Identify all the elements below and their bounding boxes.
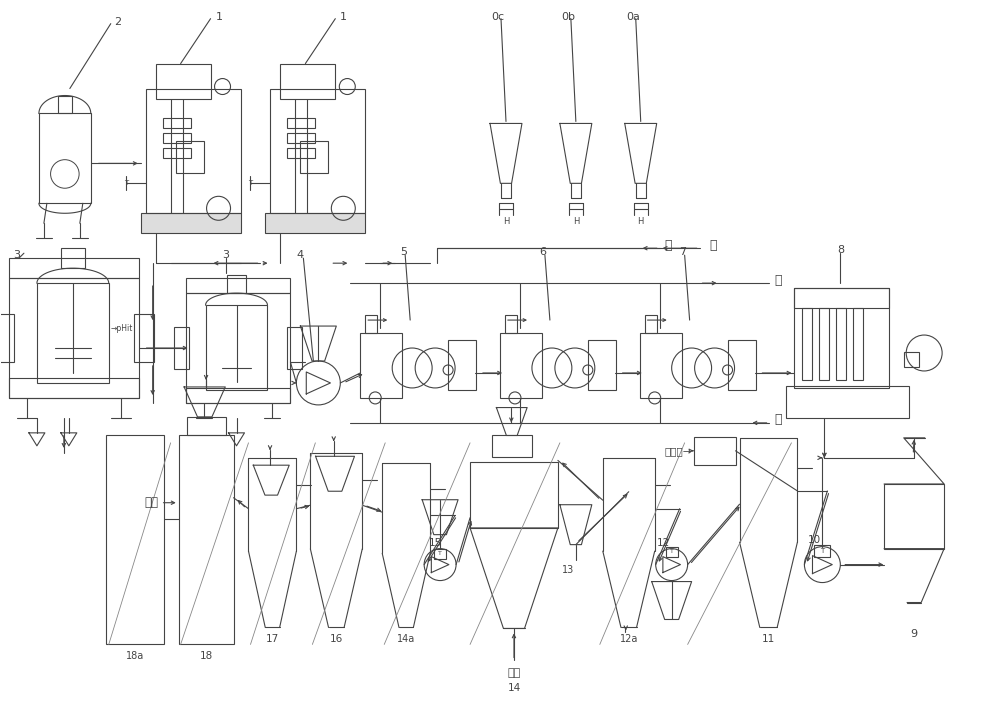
Bar	[187, 417, 226, 435]
Text: →pHit: →pHit	[111, 324, 133, 332]
Bar	[814, 545, 830, 557]
Bar	[9, 378, 139, 398]
Bar	[9, 278, 139, 398]
Text: H: H	[638, 217, 644, 226]
Bar	[694, 437, 736, 465]
Bar	[300, 141, 328, 173]
Bar	[794, 288, 889, 308]
Bar	[287, 327, 302, 369]
Text: 4: 4	[297, 250, 304, 260]
Text: T: T	[438, 551, 442, 556]
Bar	[287, 133, 315, 143]
Text: 水: 水	[665, 239, 672, 252]
Bar	[265, 213, 365, 233]
Text: 13: 13	[562, 565, 574, 575]
Text: 1: 1	[216, 11, 223, 21]
Text: 16: 16	[330, 635, 343, 645]
Bar	[287, 118, 315, 128]
Text: 5: 5	[400, 247, 407, 257]
Text: H: H	[503, 217, 509, 226]
Text: 0a: 0a	[626, 11, 640, 21]
Text: 3: 3	[222, 250, 229, 260]
Bar	[134, 314, 154, 362]
Bar	[176, 141, 204, 173]
Bar	[39, 113, 91, 203]
Bar	[37, 283, 109, 383]
Text: T: T	[670, 549, 674, 554]
Text: 6: 6	[539, 247, 546, 257]
Bar	[179, 435, 234, 645]
Bar	[365, 315, 377, 333]
Bar	[61, 248, 85, 268]
Bar	[146, 88, 241, 213]
Bar	[163, 118, 191, 128]
Bar	[163, 148, 191, 158]
Text: 10: 10	[808, 535, 821, 545]
Text: 14: 14	[507, 683, 521, 693]
Text: 1: 1	[340, 11, 347, 21]
Bar	[786, 386, 909, 418]
Text: 2: 2	[114, 16, 121, 26]
Bar	[470, 463, 558, 528]
Bar	[156, 63, 211, 98]
Bar	[448, 340, 476, 390]
Bar	[9, 258, 139, 278]
Bar	[819, 308, 829, 380]
Text: 11: 11	[762, 635, 775, 645]
Text: 8: 8	[837, 245, 844, 255]
Bar	[106, 435, 164, 645]
Text: 7: 7	[679, 247, 686, 257]
Bar	[853, 308, 863, 380]
Bar	[588, 340, 616, 390]
Text: 0b: 0b	[561, 11, 575, 21]
Bar	[280, 63, 335, 98]
Bar	[794, 288, 889, 388]
Bar	[802, 308, 812, 380]
Text: 12a: 12a	[620, 635, 638, 645]
Text: 18: 18	[199, 652, 213, 662]
Bar	[0, 314, 14, 362]
Bar	[884, 484, 944, 548]
Text: T: T	[248, 180, 253, 186]
Bar	[360, 333, 402, 398]
Bar	[666, 547, 678, 557]
Bar	[163, 133, 191, 143]
Text: H: H	[573, 217, 579, 226]
Bar	[174, 327, 189, 369]
Text: 产品: 产品	[145, 496, 159, 509]
Bar	[434, 548, 446, 558]
Bar	[227, 275, 246, 293]
Bar	[492, 436, 532, 458]
Bar	[645, 315, 657, 333]
Bar	[186, 293, 290, 403]
Text: 14a: 14a	[397, 635, 415, 645]
Bar	[186, 388, 290, 403]
Bar	[728, 340, 756, 390]
Bar	[206, 305, 267, 390]
Text: 水: 水	[774, 414, 782, 426]
Text: 9: 9	[911, 630, 918, 640]
Text: 18a: 18a	[126, 652, 144, 662]
Bar	[904, 352, 919, 367]
Bar	[141, 213, 241, 233]
Text: 水: 水	[774, 274, 782, 287]
Text: 3: 3	[13, 250, 20, 260]
Text: 水: 水	[710, 239, 717, 252]
Text: 0c: 0c	[491, 11, 505, 21]
Bar	[505, 315, 517, 333]
Bar	[836, 308, 846, 380]
Bar	[270, 88, 365, 213]
Bar	[186, 278, 290, 293]
Text: 空气: 空气	[507, 668, 521, 678]
Bar	[287, 148, 315, 158]
Bar	[500, 333, 542, 398]
Text: T: T	[124, 180, 128, 186]
Bar	[640, 333, 682, 398]
Text: 15: 15	[429, 538, 442, 548]
Text: 17: 17	[266, 635, 279, 645]
Text: 热空气→: 热空气→	[665, 446, 692, 456]
Text: T: T	[820, 548, 824, 553]
Bar	[58, 96, 72, 113]
Text: 12: 12	[657, 538, 670, 548]
